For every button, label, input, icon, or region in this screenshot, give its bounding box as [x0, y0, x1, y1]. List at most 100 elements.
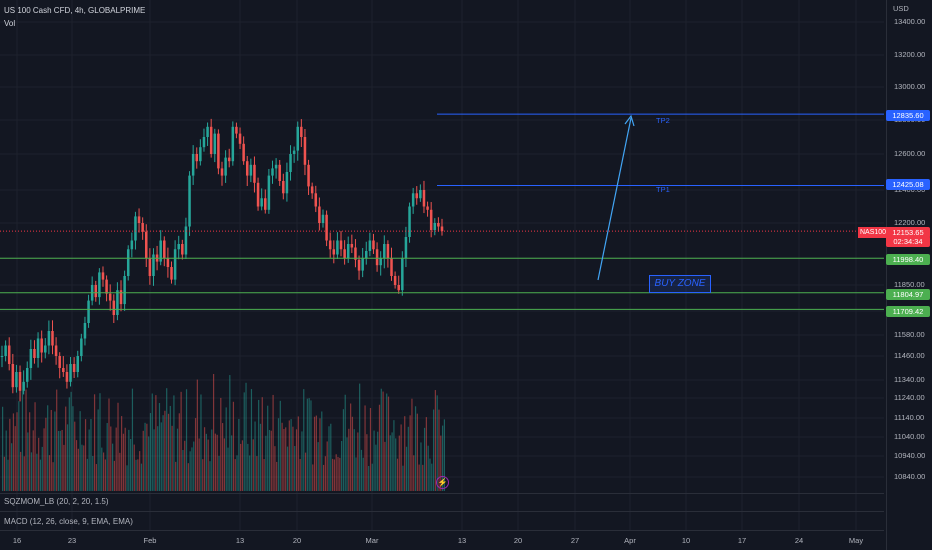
candle: [393, 276, 397, 285]
volume-bar: [59, 430, 61, 491]
candle: [54, 345, 58, 356]
volume-bar: [184, 440, 186, 491]
candle: [206, 126, 209, 137]
candle: [195, 154, 199, 162]
volume-bar: [407, 426, 409, 491]
volume-bar: [332, 458, 334, 491]
price-tag-blue: 12425.08: [886, 179, 930, 190]
candle: [112, 300, 116, 315]
volume-bar: [324, 456, 326, 491]
volume-bar: [175, 461, 177, 491]
lightning-icon[interactable]: ⚡: [436, 476, 449, 489]
candle: [318, 206, 321, 223]
volume-bar: [182, 449, 184, 491]
volume-bar: [189, 451, 191, 491]
price-tag-red: 12153.65: [886, 227, 930, 238]
volume-bar: [23, 456, 25, 491]
volume-bar: [126, 465, 128, 491]
volume-bar: [122, 433, 125, 491]
volume-bar: [351, 416, 354, 491]
volume-bar: [245, 382, 247, 491]
candle: [264, 198, 267, 210]
volume-bar: [130, 438, 132, 491]
time-label: 23: [67, 536, 77, 545]
price-axis[interactable]: [886, 0, 932, 550]
volume-bar: [272, 394, 274, 491]
candle: [209, 126, 213, 154]
price-tick-label: 11340.00: [894, 375, 925, 384]
candle: [80, 338, 83, 356]
volume-bar: [373, 430, 375, 491]
volume-bar: [45, 417, 47, 491]
volume-bar: [405, 446, 408, 491]
candle: [365, 251, 368, 258]
volume-bar: [61, 429, 63, 491]
volume-bar: [308, 398, 310, 491]
symbol-title[interactable]: US 100 Cash CFD, 4h, GLOBALPRIME: [4, 6, 146, 15]
candle: [422, 190, 426, 207]
volume-bar: [93, 394, 96, 491]
candle: [404, 237, 408, 258]
candle: [217, 133, 220, 169]
time-label: 16: [12, 536, 22, 545]
candle: [328, 240, 332, 250]
candle: [72, 364, 76, 372]
price-tag-red: 02:34:34: [886, 236, 930, 247]
volume-bar: [30, 452, 33, 491]
volume-bar: [70, 391, 72, 491]
buy-zone-label[interactable]: BUY ZONE: [649, 275, 711, 293]
candle: [419, 190, 422, 199]
candle: [332, 249, 336, 255]
candle: [202, 137, 206, 148]
candle: [159, 240, 162, 262]
volume-bar: [194, 418, 197, 491]
candle: [296, 126, 299, 151]
volume-bar: [211, 429, 213, 491]
price-tag-blue: 12835.60: [886, 110, 930, 121]
tp2-label: TP2: [656, 116, 670, 125]
price-tick-label: 13000.00: [894, 82, 926, 91]
volume-bar: [295, 429, 298, 491]
volume-bar: [442, 425, 444, 491]
candle: [177, 244, 180, 250]
volume-bar: [151, 393, 153, 491]
candle: [372, 240, 375, 250]
currency-label: USD: [893, 4, 909, 13]
candle: [386, 244, 390, 258]
volume-bar: [276, 461, 278, 491]
candle: [65, 372, 69, 382]
volume-bar: [326, 441, 328, 491]
volume-bar: [108, 398, 110, 491]
volume-bar: [9, 418, 11, 491]
candle: [310, 186, 314, 194]
candle: [83, 323, 87, 339]
candle: [116, 290, 119, 315]
volume-bar: [110, 426, 112, 491]
candle: [253, 164, 256, 183]
pane-separator[interactable]: [0, 493, 884, 494]
candle: [375, 249, 379, 266]
pane-separator[interactable]: [0, 511, 884, 512]
time-label: Feb: [143, 536, 157, 545]
candle: [119, 290, 123, 305]
price-tick-label: 12200.00: [894, 218, 926, 227]
volume-bar: [234, 459, 236, 491]
volume-bar: [254, 421, 256, 491]
candle: [148, 258, 152, 276]
volume-bar: [187, 463, 189, 491]
volume-bar: [243, 392, 245, 491]
volume-bar: [5, 430, 7, 491]
volume-bar: [169, 405, 171, 491]
volume-bar: [339, 457, 341, 491]
candle: [141, 223, 144, 232]
sqzmom-legend[interactable]: SQZMOM_LB (20, 2, 20, 1.5): [4, 497, 109, 506]
volume-bar: [389, 435, 391, 491]
volume-bar: [25, 389, 27, 491]
candle: [22, 381, 25, 391]
macd-legend[interactable]: MACD (12, 26, close, 9, EMA, EMA): [4, 517, 133, 526]
volume-bar: [102, 452, 105, 491]
volume-bar: [220, 397, 222, 491]
candle: [47, 331, 51, 346]
volume-bar: [411, 398, 413, 491]
